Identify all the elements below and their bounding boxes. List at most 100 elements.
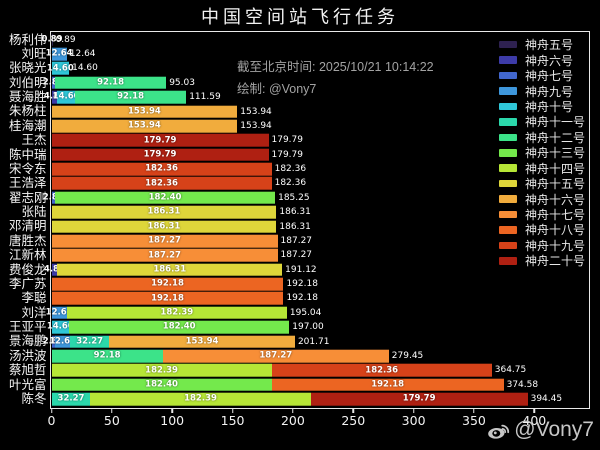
bar-row: 杨利伟 0.89 0.89 <box>0 33 600 47</box>
legend-swatch <box>499 118 517 126</box>
bar-segment: 187.27 <box>51 249 278 262</box>
bar-segment-label: 186.31 <box>153 264 187 275</box>
legend-item: 神舟十五号 <box>499 176 585 191</box>
bar-segment: 192.18 <box>51 277 284 291</box>
x-axis-tick-mark <box>412 409 415 413</box>
x-axis-tick-label: 150 <box>220 412 245 428</box>
bar-segment-label: 192.18 <box>151 279 184 290</box>
legend-swatch <box>499 195 517 203</box>
legend-label: 神舟十号 <box>525 99 574 114</box>
bar-total-label: 197.00 <box>292 322 324 333</box>
x-axis-tick-label: 400 <box>522 412 547 428</box>
legend-label: 神舟十八号 <box>525 223 586 238</box>
astronaut-name: 聂海胜 <box>8 90 47 104</box>
bar-segment: 12.64 <box>49 335 76 348</box>
bar-segment: 92.18 <box>51 349 163 363</box>
bar-total-label: 192.18 <box>286 293 318 304</box>
bar-total-label: 182.36 <box>274 164 307 175</box>
x-axis-tick-mark <box>231 409 234 413</box>
bar-segment-label: 186.31 <box>147 207 181 218</box>
bar-zone: 2.85 92.18 95.03 <box>43 76 600 90</box>
bar-segment-label: 182.39 <box>145 365 178 376</box>
bar-total-label: 14.60 <box>72 63 98 74</box>
bar-segment: 182.39 <box>90 392 311 406</box>
annotation: 截至北京时间: 2025/10/21 10:14:22 绘制: @Vony7 <box>237 56 434 100</box>
astronaut-name: 汤洪波 <box>8 348 47 363</box>
bar-segment: 186.31 <box>51 220 277 233</box>
legend-swatch <box>499 87 517 95</box>
bar-segment: 2.85 <box>43 335 64 348</box>
bar-segment-label: 2.85 <box>42 77 64 88</box>
legend-item: 神舟六号 <box>499 52 585 68</box>
bar-zone: 12.64 182.39 195.04 <box>46 306 600 320</box>
bar-total-label: 374.58 <box>506 379 539 390</box>
legend-item: 神舟十六号 <box>499 191 585 207</box>
annotation-author: 绘制: @Vony7 <box>237 82 317 96</box>
bar-segment-label: 179.79 <box>143 149 177 160</box>
bar-total-label: 364.75 <box>494 365 527 376</box>
bar-segment-label: 92.18 <box>117 92 144 103</box>
bar-total-label: 185.25 <box>278 192 310 203</box>
bar-zone: 2.85 12.64 32.27 153.94 201.71 <box>43 334 600 348</box>
astronaut-name: 江新林 <box>8 248 47 263</box>
bar-total-label: 153.94 <box>240 106 272 117</box>
bar-total-label: 12.64 <box>69 49 96 60</box>
bar-segment: 12.64 <box>46 306 73 320</box>
bar-segment: 179.79 <box>310 392 528 406</box>
bar-segment: 32.27 <box>70 335 110 348</box>
legend-swatch <box>499 102 517 111</box>
bar-row: 陈中瑞 179.79 179.79 <box>0 148 600 162</box>
legend-swatch <box>499 164 517 172</box>
x-axis-tick-mark <box>292 409 294 413</box>
bar-segment-label: 14.60 <box>46 63 74 74</box>
bar-total-label: 279.45 <box>391 350 424 361</box>
bar-row: 陈冬 32.27 182.39 179.79 394.45 <box>0 392 600 406</box>
astronaut-name: 陈冬 <box>21 391 47 406</box>
bar-segment-label: 179.79 <box>143 135 177 146</box>
bar-zone: 14.60 14.60 <box>47 61 600 75</box>
bar-segment-label: 182.39 <box>184 394 217 405</box>
bar-segment: 192.18 <box>51 292 284 305</box>
bar-segment: 2.85 <box>43 191 64 205</box>
x-axis-tick-mark <box>50 409 53 413</box>
legend-swatch <box>499 149 517 157</box>
legend-swatch <box>499 179 517 188</box>
legend-swatch <box>499 40 517 49</box>
watermark-handle: @Vony7 <box>514 418 594 441</box>
bar-segment: 182.36 <box>51 162 272 176</box>
legend-item: 神舟二十号 <box>499 253 585 268</box>
astronaut-name: 刘洋 <box>21 305 47 320</box>
astronaut-name: 邓清明 <box>8 219 47 234</box>
astronaut-name: 翟志刚 <box>8 190 47 205</box>
bar-segment-label: 182.39 <box>160 307 194 318</box>
bar-row: 王浩泽 182.36 182.36 <box>0 176 600 190</box>
legend-swatch <box>499 210 517 219</box>
bar-segment-label: 192.18 <box>371 379 405 390</box>
bar-row: 刘旺 12.64 12.64 <box>0 47 600 61</box>
legend: 神舟五号 神舟六号 神舟七号 神舟九号 神舟十号 神舟十一号 神舟十二号 神舟十三号 神舟十四号… <box>499 37 585 269</box>
bar-segment-label: 92.18 <box>97 77 125 88</box>
legend-label: 神舟十二号 <box>525 130 586 145</box>
bar-segment-label: 182.40 <box>145 379 178 390</box>
bar-zone: 179.79 179.79 <box>51 133 600 147</box>
bar-segment-label: 179.79 <box>402 394 436 405</box>
legend-item: 神舟十三号 <box>499 145 585 160</box>
astronaut-name: 唐胜杰 <box>8 233 47 248</box>
bar-zone: 186.31 186.31 <box>51 219 600 233</box>
bar-total-label: 153.94 <box>240 120 272 131</box>
bar-segment: 182.36 <box>271 364 492 377</box>
bar-segment: 14.60 <box>47 62 74 75</box>
weibo-icon <box>488 424 510 439</box>
bar-segment-label: 2.85 <box>42 336 64 347</box>
bar-row: 张晓光 14.60 14.60 <box>0 61 600 75</box>
astronaut-name: 朱杨柱 <box>8 104 47 119</box>
legend-item: 神舟十号 <box>499 99 585 114</box>
bar-segment: 0.89 <box>42 33 63 46</box>
bar-segment: 186.31 <box>51 205 277 219</box>
bar-row: 刘洋 12.64 182.39 195.04 <box>0 306 600 320</box>
bar-total-label: 201.71 <box>297 336 330 347</box>
bar-total-label: 0.89 <box>55 34 76 45</box>
bar-segment-label: 4.81 <box>43 92 65 103</box>
astronaut-name: 景海鹏 <box>8 334 47 349</box>
